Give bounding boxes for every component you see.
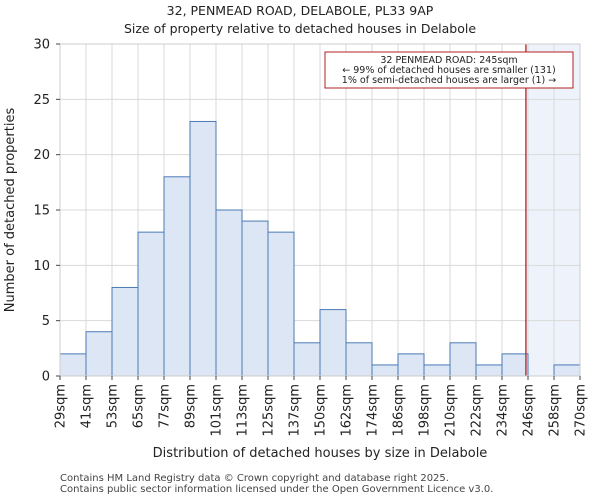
chart-subtitle: Size of property relative to detached ho…: [123, 21, 477, 36]
y-tick-label: 20: [33, 148, 50, 163]
y-tick-label: 0: [42, 370, 50, 385]
x-tick-label: 270sqm: [574, 384, 589, 437]
histogram-bar: [345, 342, 373, 377]
histogram-bar: [137, 231, 165, 377]
histogram-bar: [319, 309, 347, 377]
histogram-bar: [241, 220, 269, 377]
x-tick-label: 53sqm: [106, 384, 121, 428]
x-tick-label: 162sqm: [340, 384, 355, 437]
histogram-bar: [215, 209, 243, 377]
x-tick-label: 101sqm: [210, 384, 225, 437]
histogram-bar: [189, 120, 217, 377]
annotation-line-2: ← 99% of detached houses are smaller (13…: [342, 65, 555, 76]
footer: Contains HM Land Registry data © Crown c…: [60, 473, 493, 495]
x-tick-label: 186sqm: [392, 384, 407, 437]
x-tick-label: 137sqm: [288, 384, 303, 437]
x-tick-label: 150sqm: [314, 384, 329, 437]
x-tick-label: 246sqm: [522, 384, 537, 437]
histogram-bar: [397, 353, 425, 377]
y-tick-label: 25: [33, 93, 50, 108]
histogram-bar: [293, 342, 321, 377]
histogram-bar: [371, 364, 399, 377]
x-tick-label: 89sqm: [184, 384, 199, 428]
chart-title-block: 32, PENMEAD ROAD, DELABOLE, PL33 9AP Siz…: [0, 2, 600, 38]
x-tick-label: 29sqm: [54, 384, 69, 428]
histogram-bar: [111, 286, 139, 377]
x-tick-label: 65sqm: [132, 384, 147, 428]
x-axis-label: Distribution of detached houses by size …: [153, 446, 488, 461]
histogram-bar: [163, 176, 191, 377]
x-tick-label: 77sqm: [158, 384, 173, 428]
histogram-bar: [553, 364, 581, 377]
x-tick-label: 258sqm: [548, 384, 563, 437]
x-tick-label: 234sqm: [496, 384, 511, 437]
annotation-line-3: 1% of semi-detached houses are larger (1…: [342, 75, 556, 86]
y-tick-label: 5: [42, 314, 50, 329]
annotation-frame: [324, 51, 574, 89]
histogram-bar: [85, 331, 113, 377]
x-tick-label: 222sqm: [470, 384, 485, 437]
x-tick-label: 174sqm: [366, 384, 381, 437]
x-tick-label: 198sqm: [418, 384, 433, 437]
y-tick-label: 30: [33, 38, 50, 53]
histogram-chart: 0 5 10 15 20 25 30 29sqm 41sqm 53sqm 65sqm 77sqm 89…: [3, 38, 589, 462]
x-tick-label: 113sqm: [236, 384, 251, 437]
footer-line-1: Contains HM Land Registry data © Crown c…: [60, 473, 449, 484]
x-tick-label: 210sqm: [444, 384, 459, 437]
y-tick-label: 10: [33, 259, 50, 274]
footer-line-2: Contains public sector information licen…: [60, 484, 494, 495]
y-tick-label: 15: [33, 204, 50, 219]
annotation-box: 32 PENMEAD ROAD: 245sqm ← 99% of detache…: [324, 51, 574, 89]
annotation-line-1: 32 PENMEAD ROAD: 245sqm: [380, 55, 517, 66]
x-tick-label: 41sqm: [80, 384, 95, 428]
y-axis-label: Number of detached properties: [3, 108, 18, 313]
histogram-bar: [59, 353, 87, 377]
histogram-bar: [501, 353, 529, 377]
histogram-bar: [267, 231, 295, 377]
histogram-bar: [449, 342, 477, 377]
histogram-bar: [475, 364, 503, 377]
chart-title: 32, PENMEAD ROAD, DELABOLE, PL33 9AP: [166, 3, 434, 18]
histogram-bar: [423, 364, 451, 377]
x-tick-label: 125sqm: [262, 384, 277, 437]
